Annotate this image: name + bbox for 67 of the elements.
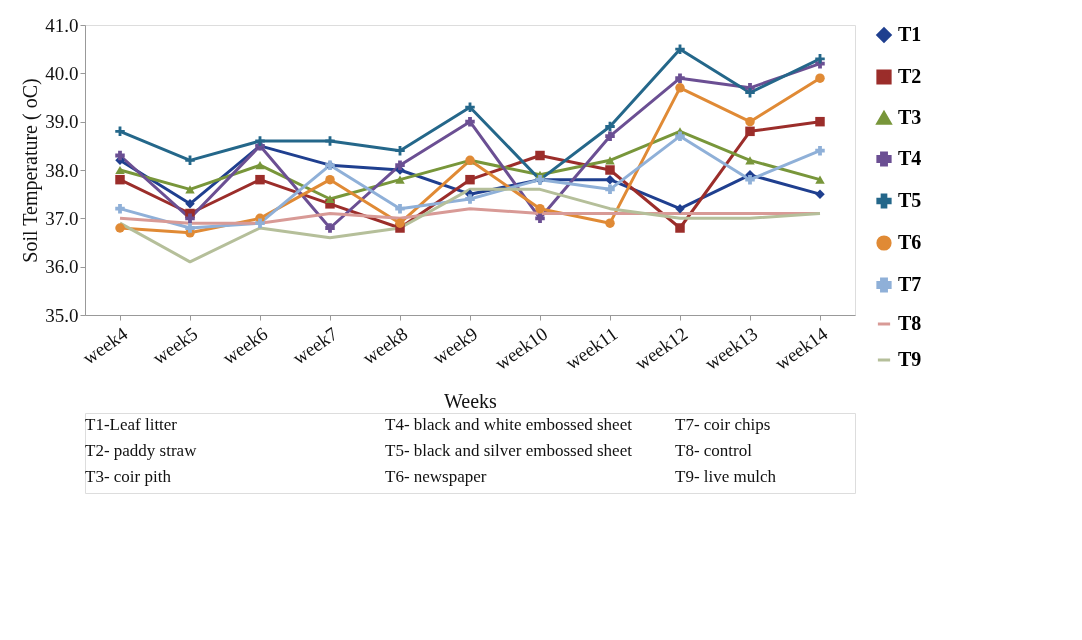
text: T6- newspaper (385, 467, 487, 486)
point (255, 161, 265, 170)
point (115, 174, 125, 185)
point (675, 223, 685, 233)
point (115, 165, 125, 175)
point (535, 203, 545, 214)
point (815, 73, 825, 83)
point (115, 150, 125, 161)
y-tick-label: 41.0 (45, 14, 79, 36)
point (605, 131, 615, 141)
point (675, 83, 685, 93)
point (605, 218, 615, 228)
point (325, 194, 335, 204)
point (395, 203, 405, 214)
y-tick-label: 39.0 (45, 111, 79, 133)
legend-label: T8 (898, 312, 922, 334)
point (535, 213, 545, 224)
point (395, 160, 405, 170)
y-tick-label: 36.0 (45, 256, 79, 278)
x-axis-title: Weeks (444, 389, 498, 412)
y-tick-label: 38.0 (45, 159, 79, 181)
point (815, 116, 825, 127)
legend-label: T5 (898, 189, 922, 211)
text: T3- coir pith (85, 467, 172, 486)
legend-label: T3 (898, 106, 922, 128)
legend-label: T7 (898, 273, 922, 295)
y-tick-label: 37.0 (45, 207, 79, 229)
point (815, 175, 825, 184)
point (675, 203, 685, 214)
point (395, 218, 405, 228)
point (395, 175, 405, 184)
point (745, 174, 755, 185)
text: T4- black and white embossed sheet (385, 415, 633, 434)
point (465, 194, 475, 204)
y-tick-label: 35.0 (45, 304, 79, 326)
point (185, 213, 195, 224)
legend-label: T1 (898, 23, 922, 45)
y-axis-title: Soil Temperature ( oC) (19, 78, 43, 263)
point (465, 174, 475, 185)
point (255, 174, 265, 185)
point (465, 116, 475, 127)
point (815, 145, 825, 156)
point (675, 131, 685, 141)
point (185, 223, 195, 233)
y-tick-label: 40.0 (45, 62, 79, 84)
legend-label: T4 (898, 147, 922, 169)
point (605, 174, 615, 185)
text: T8- control (675, 441, 753, 460)
text: T2- paddy straw (85, 441, 198, 460)
point (675, 73, 685, 83)
point (255, 218, 265, 228)
point (535, 150, 545, 161)
text: T5- black and silver embossed sheet (385, 441, 633, 460)
point (745, 126, 755, 137)
text: T1-Leaf litter (85, 415, 178, 434)
legend-label: T2 (898, 65, 922, 87)
point (115, 223, 125, 233)
legend-label: T6 (898, 231, 922, 253)
point (605, 165, 615, 175)
point (325, 174, 335, 185)
point (605, 184, 615, 195)
point (115, 203, 125, 214)
text: T7- coir chips (675, 415, 771, 434)
point (745, 116, 755, 127)
text: T9- live mulch (675, 467, 777, 486)
legend-label: T9 (898, 348, 922, 370)
point (325, 223, 335, 233)
